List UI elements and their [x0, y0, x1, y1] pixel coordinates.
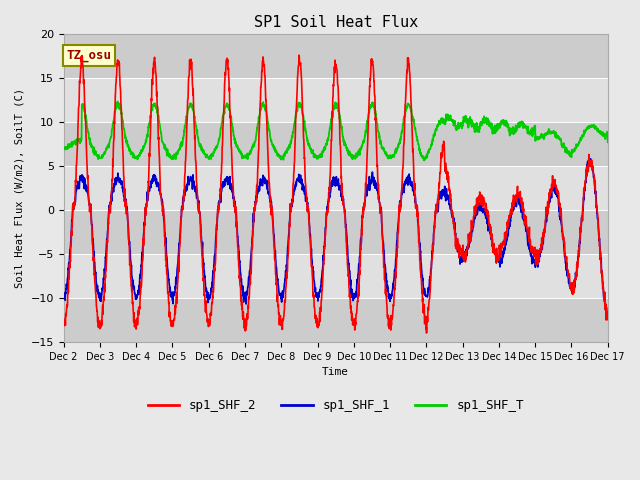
Legend: sp1_SHF_2, sp1_SHF_1, sp1_SHF_T: sp1_SHF_2, sp1_SHF_1, sp1_SHF_T [143, 395, 529, 417]
Bar [63, 122, 608, 166]
Bar [63, 34, 608, 78]
Bar [63, 210, 608, 254]
Title: SP1 Soil Heat Flux: SP1 Soil Heat Flux [253, 15, 418, 30]
X-axis label: Time: Time [322, 367, 349, 377]
Text: TZ_osu: TZ_osu [67, 49, 111, 62]
Bar [63, 298, 608, 342]
Y-axis label: Soil Heat Flux (W/m2), SoilT (C): Soil Heat Flux (W/m2), SoilT (C) [15, 88, 25, 288]
